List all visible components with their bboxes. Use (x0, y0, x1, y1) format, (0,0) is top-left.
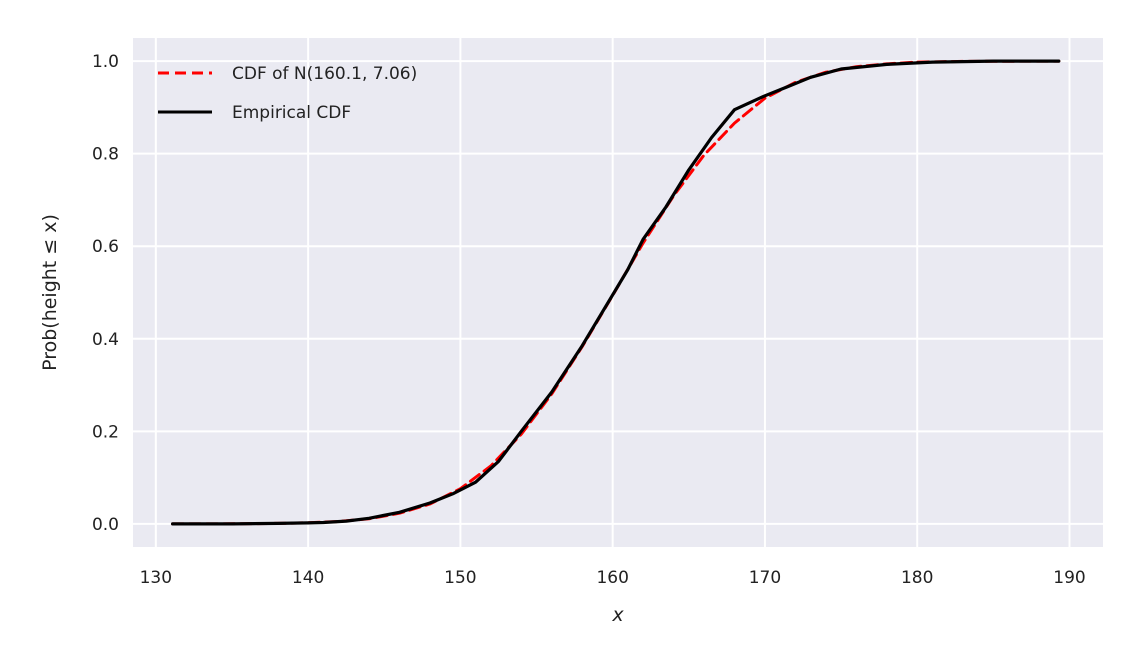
y-tick-label: 0.6 (92, 237, 119, 257)
series-line-empirical-cdf (171, 59, 1061, 526)
y-tick-label: 0.4 (92, 330, 119, 350)
x-tick-label: 140 (292, 568, 324, 588)
y-tick-label: 0.0 (92, 515, 119, 535)
x-tick-labels: 130 140 150 160 170 180 190 (140, 568, 1086, 588)
plot-background (133, 38, 1103, 547)
x-tick-label: 130 (140, 568, 172, 588)
y-tick-label: 0.2 (92, 422, 119, 442)
legend-label-normal-cdf: CDF of N(160.1, 7.06) (232, 64, 417, 84)
series-layer (171, 59, 1061, 526)
y-tick-label: 1.0 (92, 52, 119, 72)
x-tick-label: 180 (901, 568, 933, 588)
y-axis-label: Prob(height ≤ x) (39, 214, 61, 371)
x-tick-label: 160 (596, 568, 628, 588)
legend: CDF of N(160.1, 7.06) Empirical CDF (158, 64, 417, 123)
x-tick-label: 170 (749, 568, 781, 588)
x-tick-label: 150 (444, 568, 476, 588)
y-tick-label: 0.8 (92, 145, 119, 165)
y-tick-labels: 0.0 0.2 0.4 0.6 0.8 1.0 (92, 52, 119, 535)
legend-label-empirical-cdf: Empirical CDF (232, 103, 351, 123)
x-tick-label: 190 (1053, 568, 1085, 588)
x-axis-label: x (611, 604, 624, 626)
